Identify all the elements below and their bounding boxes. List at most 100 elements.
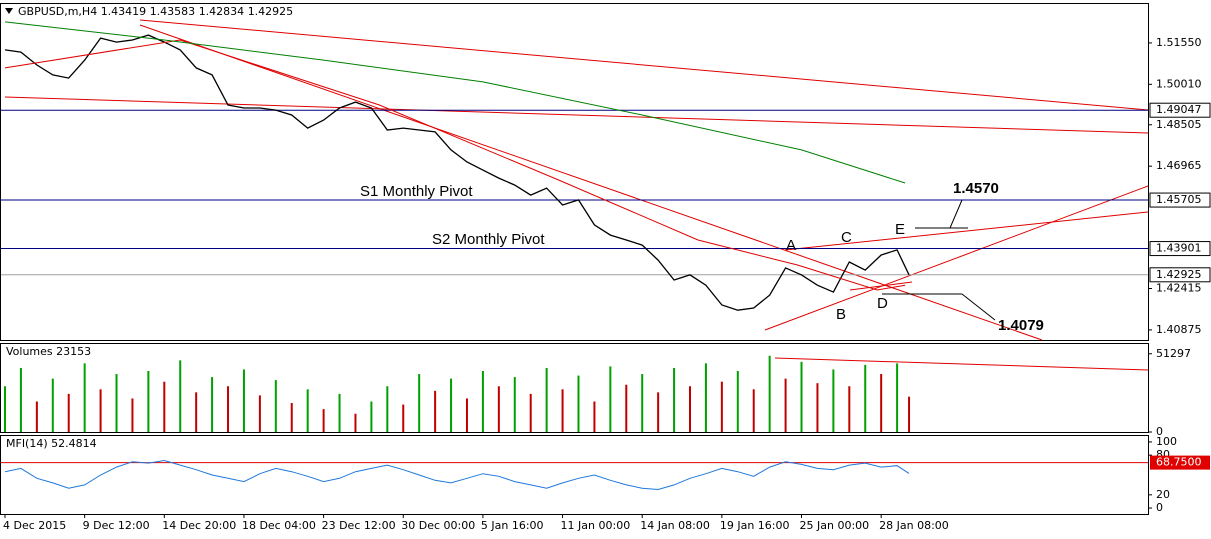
y-tick-label: 0 (1156, 501, 1163, 514)
line-series (4, 21, 906, 184)
y-tick-label: 1.42415 (1156, 282, 1202, 295)
trendlines (4, 19, 1149, 371)
price-pane (0, 3, 1149, 341)
volume-bar (306, 389, 309, 432)
price-label-box (1149, 102, 1211, 118)
y-tick-label: 1.51550 (1156, 36, 1202, 49)
volume-value: 23153 (56, 345, 91, 358)
volume-bar (179, 360, 182, 432)
volume-bar (465, 398, 468, 432)
volume-pane (0, 343, 1149, 433)
mfi-pane (0, 435, 1149, 515)
x-tick-label: 18 Dec 04:00 (242, 519, 316, 532)
volume-bar (577, 375, 580, 432)
open: 1.43419 (101, 5, 147, 18)
volume-title: Volumes (6, 345, 53, 358)
volume-bar (115, 374, 118, 432)
volume-bar (338, 393, 341, 432)
volume-bar (513, 377, 516, 432)
volume-bar (290, 403, 293, 432)
volume-bar (83, 363, 86, 432)
volume-bar (848, 386, 851, 432)
volume-bar (545, 367, 548, 432)
volume-bar (908, 396, 911, 432)
volume-bar (736, 370, 739, 432)
y-tick-label: 1.48505 (1156, 118, 1202, 131)
volume-bar (657, 392, 660, 432)
marker-line (949, 199, 963, 229)
target-markers (882, 199, 996, 321)
trendline (849, 281, 913, 291)
price-label: 1.42925 (1156, 268, 1202, 281)
volume-bar (880, 374, 883, 432)
y-tick-label: 1.46965 (1156, 159, 1202, 172)
annotation: A (786, 237, 796, 254)
x-tick-label: 23 Dec 12:00 (322, 519, 396, 532)
price-label-box (1149, 267, 1211, 283)
volume-bar (561, 389, 564, 432)
x-tick-label: 19 Jan 16:00 (720, 519, 790, 532)
level-label-box (1150, 455, 1210, 470)
volume-bar (832, 369, 835, 432)
x-tick-label: 25 Jan 00:00 (800, 519, 870, 532)
volume-bar (51, 378, 54, 432)
volume-bar (35, 401, 38, 432)
mfi-header: MFI(14) 52.4814 (6, 437, 97, 450)
annotation: B (836, 306, 846, 323)
trendline (774, 357, 1149, 371)
mfi-title: MFI(14) (6, 437, 48, 450)
annotation: D (877, 295, 888, 312)
volume-bar (67, 393, 70, 432)
volume-bar (497, 386, 500, 432)
close: 1.42925 (248, 5, 294, 18)
y-tick-label: 20 (1156, 488, 1170, 501)
volume-header: Volumes 23153 (6, 345, 91, 358)
volume-bar (258, 395, 261, 432)
symbol: GBPUSD,m,H4 (18, 5, 97, 18)
volume-bar (19, 367, 22, 432)
volume-bar (418, 374, 421, 432)
volume-bar (529, 393, 532, 432)
level-label: 68.7500 (1156, 456, 1202, 469)
mfi-value: 52.4814 (51, 437, 97, 450)
volume-bar (896, 363, 899, 432)
trendline (139, 19, 1149, 111)
volume-bar (99, 389, 102, 432)
volume-bar (609, 366, 612, 432)
annotation: S1 Monthly Pivot (360, 183, 473, 200)
volume-bar (354, 413, 357, 432)
volume-bar (816, 383, 819, 432)
volume-bar (402, 404, 405, 432)
dropdown-icon (5, 8, 13, 14)
y-tick-label: 1.40875 (1156, 323, 1202, 336)
price-label: 1.49047 (1156, 103, 1202, 116)
line-series (4, 459, 910, 491)
annotation: 1.4570 (953, 180, 999, 197)
volume-bar (689, 386, 692, 432)
low: 1.42834 (199, 5, 245, 18)
volume-bar (211, 377, 214, 432)
x-tick-label: 4 Dec 2015 (3, 519, 66, 532)
volume-bar (752, 389, 755, 432)
annotation: S2 Monthly Pivot (432, 231, 545, 248)
volume-bar (673, 367, 676, 432)
volume-bar (4, 386, 6, 432)
x-tick-label: 14 Jan 08:00 (640, 519, 710, 532)
y-tick-label: 1.50010 (1156, 77, 1202, 90)
volume-bar (434, 390, 437, 432)
annotation: E (895, 221, 905, 238)
volume-bar (370, 401, 373, 432)
x-tick-label: 11 Jan 00:00 (561, 519, 631, 532)
header: GBPUSD,m,H4 1.43419 1.43583 1.42834 1.42… (18, 5, 293, 18)
annotation: 1.4079 (998, 317, 1044, 334)
y-tick-label: 51297 (1156, 347, 1191, 360)
x-tick-label: 9 Dec 12:00 (83, 519, 150, 532)
x-tick-label: 30 Dec 00:00 (401, 519, 475, 532)
y-tick-label: 0 (1156, 425, 1163, 438)
x-tick-label: 28 Jan 08:00 (879, 519, 949, 532)
volume-bar (864, 364, 867, 432)
price-label-box (1149, 241, 1211, 257)
trendline (764, 185, 1149, 331)
price-label-box (1149, 192, 1211, 208)
